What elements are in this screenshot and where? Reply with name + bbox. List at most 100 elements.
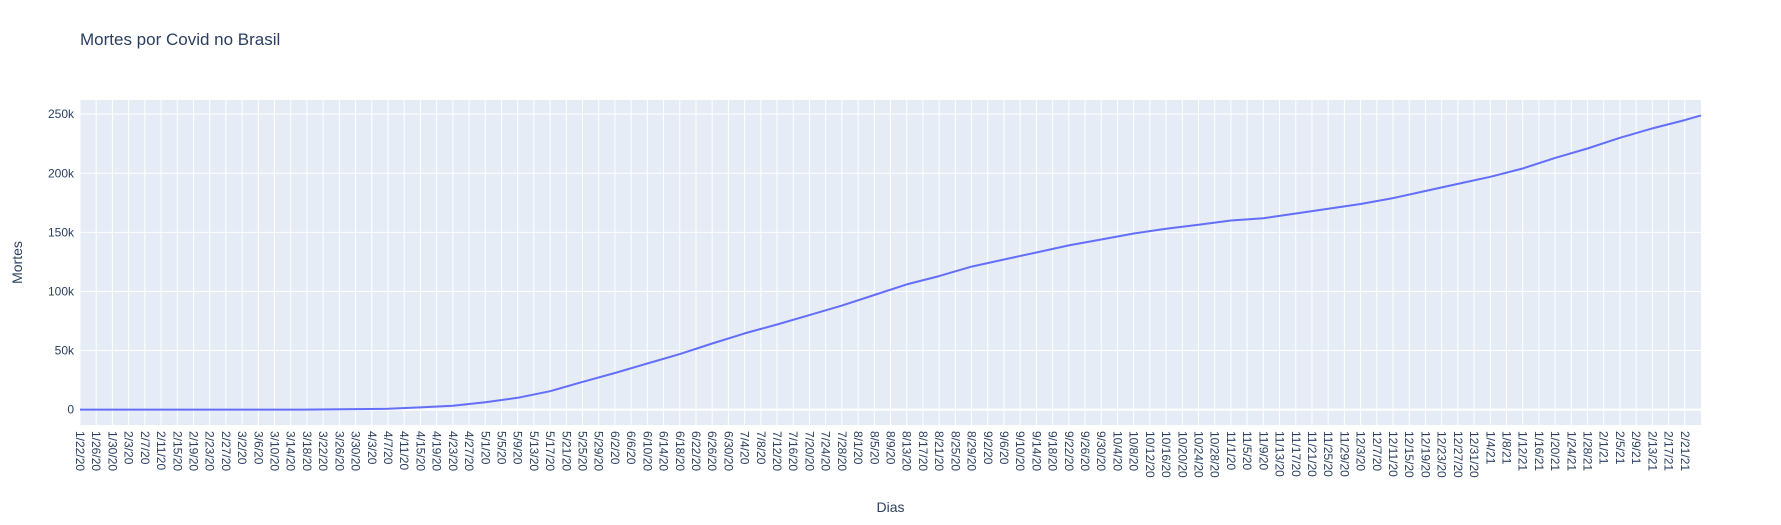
x-tick-label: 6/14/20 [657,431,671,471]
x-tick-label: 4/15/20 [413,431,427,471]
x-tick-label: 2/17/21 [1662,431,1676,471]
x-tick-label: 3/26/20 [332,431,346,471]
chart-title: Mortes por Covid no Brasil [80,30,280,49]
x-tick-label: 12/23/20 [1435,431,1449,478]
x-tick-label: 2/9/21 [1629,431,1643,465]
x-tick-label: 11/13/20 [1273,431,1287,477]
x-tick-label: 7/28/20 [835,431,849,471]
x-tick-label: 11/25/20 [1321,431,1335,477]
x-tick-label: 1/4/21 [1483,431,1497,465]
x-tick-label: 6/30/20 [721,431,735,471]
y-axis-ticks: 0 50k 100k 150k 200k 250k [48,107,75,416]
x-tick-label: 8/29/20 [965,431,979,471]
x-tick-label: 12/7/20 [1370,431,1384,471]
x-tick-label: 6/6/20 [624,431,638,465]
x-tick-label: 7/12/20 [770,431,784,471]
x-tick-label: 5/9/20 [511,431,525,465]
x-tick-label: 2/7/20 [138,431,152,465]
x-tick-label: 12/27/20 [1451,431,1465,478]
x-tick-label: 3/30/20 [349,431,363,471]
x-tick-label: 9/30/20 [1094,431,1108,471]
x-tick-label: 1/8/21 [1499,431,1513,465]
x-tick-label: 9/2/20 [981,431,995,465]
x-tick-label: 2/23/20 [203,431,217,471]
x-tick-label: 1/30/20 [105,431,119,471]
series-line-mortes [80,114,1702,411]
x-tick-label: 2/5/21 [1613,431,1627,465]
x-tick-label: 7/16/20 [786,431,800,471]
x-tick-label: 5/29/20 [592,431,606,471]
y-tick-label: 250k [48,107,75,121]
x-tick-label: 3/2/20 [235,431,249,465]
x-tick-label: 11/21/20 [1305,431,1319,477]
x-tick-label: 2/1/21 [1597,431,1611,465]
x-tick-label: 1/28/21 [1581,431,1595,471]
x-tick-label: 3/6/20 [251,431,265,465]
x-tick-label: 9/10/20 [1013,431,1027,471]
x-tick-label: 10/20/20 [1175,431,1189,478]
x-tick-label: 12/31/20 [1467,431,1481,478]
x-tick-label: 10/24/20 [1191,431,1205,478]
x-tick-label: 3/10/20 [268,431,282,471]
x-tick-label: 5/17/20 [543,431,557,471]
x-tick-label: 11/5/20 [1240,431,1254,470]
x-tick-label: 4/3/20 [365,431,379,465]
x-tick-label: 6/22/20 [689,431,703,471]
x-tick-label: 12/15/20 [1402,431,1416,478]
x-tick-label: 1/16/21 [1532,431,1546,471]
x-tick-label: 10/28/20 [1208,431,1222,478]
x-tick-label: 5/25/20 [576,431,590,471]
y-axis-title: Mortes [9,241,25,284]
x-tick-label: 3/18/20 [300,431,314,471]
x-tick-label: 5/21/20 [559,431,573,471]
x-tick-label: 5/1/20 [478,431,492,465]
x-tick-label: 9/22/20 [1062,431,1076,471]
grid-layer [79,100,1701,425]
x-tick-label: 7/24/20 [819,431,833,471]
y-tick-label: 100k [48,284,75,298]
x-tick-label: 11/29/20 [1337,431,1351,477]
x-tick-label: 12/3/20 [1354,431,1368,471]
x-tick-label: 8/1/20 [851,431,865,465]
y-tick-label: 150k [48,225,75,239]
x-axis-ticks: 1/22/20 1/26/20 1/30/20 2/3/20 2/7/20 2/11/20… [73,431,1692,478]
x-tick-label: 7/8/20 [754,431,768,465]
x-tick-label: 8/25/20 [948,431,962,471]
x-tick-label: 8/13/20 [900,431,914,471]
x-tick-label: 4/19/20 [430,431,444,471]
x-tick-label: 11/9/20 [1256,431,1270,470]
x-tick-label: 1/24/21 [1564,431,1578,471]
x-tick-label: 2/13/21 [1645,431,1659,471]
x-tick-label: 9/6/20 [997,431,1011,465]
x-tick-label: 6/2/20 [608,431,622,465]
x-tick-label: 7/4/20 [738,431,752,465]
x-tick-label: 2/11/20 [154,431,168,470]
x-tick-label: 3/22/20 [316,431,330,471]
x-tick-label: 8/21/20 [932,431,946,471]
x-tick-label: 2/21/21 [1678,431,1692,471]
x-tick-label: 2/19/20 [186,431,200,471]
x-tick-label: 4/11/20 [397,431,411,470]
x-tick-label: 4/23/20 [446,431,460,471]
x-tick-label: 1/22/20 [73,431,87,471]
y-tick-label: 200k [48,166,75,180]
x-tick-label: 4/27/20 [462,431,476,471]
x-tick-label: 2/27/20 [219,431,233,471]
x-tick-label: 10/16/20 [1159,431,1173,478]
x-tick-label: 12/19/20 [1418,431,1432,478]
x-tick-label: 10/8/20 [1127,431,1141,471]
x-tick-label: 2/3/20 [122,431,136,465]
y-tick-label: 50k [55,344,75,358]
x-tick-label: 6/26/20 [705,431,719,471]
x-tick-label: 5/5/20 [494,431,508,465]
x-tick-label: 6/10/20 [640,431,654,471]
x-tick-label: 8/9/20 [884,431,898,465]
x-tick-label: 2/15/20 [170,431,184,471]
y-tick-label: 0 [67,403,74,417]
x-tick-label: 1/20/21 [1548,431,1562,471]
x-tick-label: 3/14/20 [284,431,298,471]
x-tick-label: 12/11/20 [1386,431,1400,477]
x-tick-label: 10/4/20 [1110,431,1124,471]
x-tick-label: 4/7/20 [381,431,395,465]
